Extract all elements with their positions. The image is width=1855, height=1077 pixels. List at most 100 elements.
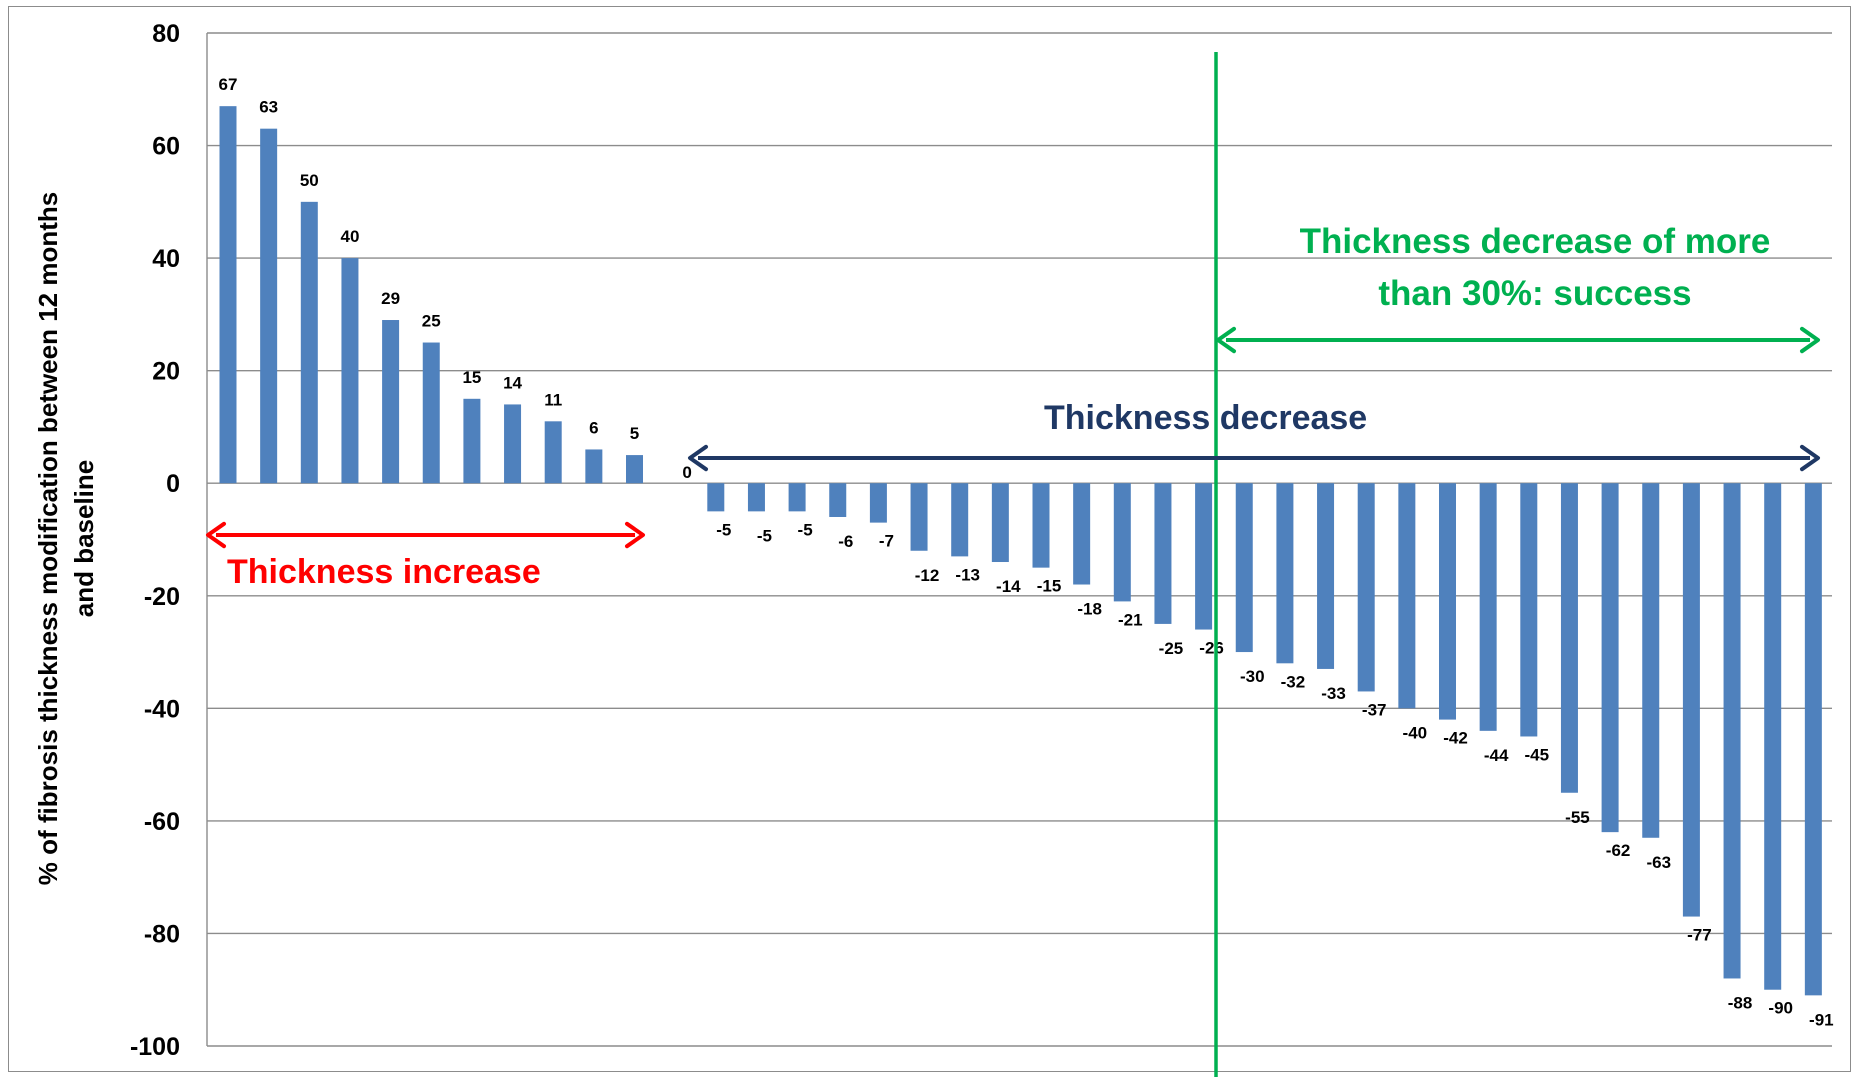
success-label-line-1: Thickness decrease of more: [1299, 222, 1771, 261]
bar: [1479, 483, 1497, 731]
bar: [991, 483, 1009, 563]
y-tick-label: -80: [144, 920, 180, 948]
increase-arrow-head-right: [625, 521, 645, 549]
bar: [1682, 483, 1700, 917]
y-tick-label: 80: [152, 20, 180, 48]
data-label: 29: [381, 289, 400, 308]
bar: [544, 421, 562, 484]
bar: [951, 483, 969, 557]
data-label: -13: [955, 565, 980, 584]
bar: [422, 342, 440, 484]
bar: [1317, 483, 1335, 669]
data-label: 14: [503, 373, 522, 392]
data-label: 0: [682, 463, 691, 482]
data-label: -26: [1199, 639, 1224, 658]
bar: [910, 483, 928, 551]
data-label: -42: [1443, 729, 1468, 748]
data-label: -5: [757, 526, 772, 545]
data-label: -45: [1525, 745, 1550, 764]
data-label: -6: [838, 532, 853, 551]
y-tick-label: 40: [152, 245, 180, 273]
thickness-decrease-label: Thickness decrease: [1044, 399, 1368, 437]
bar: [747, 483, 765, 512]
y-tick-label: -40: [144, 695, 180, 723]
data-label: -63: [1646, 853, 1671, 872]
data-label: -55: [1565, 808, 1590, 827]
bar: [1276, 483, 1294, 664]
bar: [1804, 483, 1822, 996]
data-label: 50: [300, 171, 319, 190]
bar: [1723, 483, 1741, 979]
y-axis-label-line-1: % of fibrosis thickness modification bet…: [33, 191, 63, 886]
bar: [1195, 483, 1213, 630]
data-label: 11: [544, 390, 562, 409]
decrease-arrow-head-right: [1800, 444, 1820, 472]
data-label: -25: [1159, 639, 1184, 658]
bar: [260, 128, 278, 484]
bar: [1032, 483, 1050, 568]
data-label: -18: [1077, 600, 1102, 619]
data-label: 15: [462, 368, 481, 387]
bar: [829, 483, 847, 517]
data-label: 6: [589, 418, 598, 437]
data-label: -90: [1768, 999, 1793, 1018]
bar: [463, 398, 481, 484]
bar: [1764, 483, 1782, 990]
success-label-line-2: than 30%: success: [1378, 274, 1692, 313]
data-label: -21: [1118, 610, 1143, 629]
decrease-arrow-head-left: [688, 444, 708, 472]
bar: [300, 201, 318, 484]
data-label: 67: [219, 75, 238, 94]
bar: [1601, 483, 1619, 833]
data-label: -5: [798, 520, 813, 539]
data-label: -7: [879, 532, 894, 551]
data-label: -5: [716, 520, 731, 539]
data-label: -12: [915, 566, 940, 585]
bar: [1113, 483, 1131, 602]
data-label: -30: [1240, 667, 1265, 686]
bar: [382, 320, 400, 484]
bar: [585, 449, 603, 484]
y-tick-label: -20: [144, 583, 180, 611]
data-label: 40: [340, 227, 359, 246]
y-tick-labels: 80 60 40 20 0 -20 -40 -60 -80 -100: [130, 20, 180, 1061]
success-arrow-head-left: [1216, 326, 1236, 354]
data-label: -44: [1484, 746, 1509, 765]
bar: [1642, 483, 1660, 838]
bar: [788, 483, 806, 512]
thickness-increase-label: Thickness increase: [227, 553, 541, 591]
data-label: -37: [1362, 700, 1387, 719]
data-label: 5: [630, 424, 639, 443]
data-label: -33: [1321, 684, 1346, 703]
bar: [1357, 483, 1375, 692]
y-axis-label-line-2: and baseline: [69, 459, 99, 618]
data-label: -88: [1728, 993, 1753, 1012]
bar: [707, 483, 725, 512]
y-tick-label: 60: [152, 133, 180, 161]
bar: [1560, 483, 1578, 793]
bars: [219, 106, 1822, 996]
data-label: -14: [996, 577, 1021, 596]
success-label: Thickness decrease of more than 30%: suc…: [1270, 216, 1800, 320]
increase-arrow-head-left: [206, 521, 226, 549]
success-arrow-head-right: [1800, 326, 1820, 354]
data-label: -15: [1037, 577, 1062, 596]
data-label: -62: [1606, 841, 1631, 860]
bar: [869, 483, 887, 523]
data-label: 25: [422, 312, 441, 331]
bar: [341, 258, 359, 484]
bar: [1520, 483, 1538, 737]
bar: [219, 106, 237, 484]
y-tick-label: -60: [144, 808, 180, 836]
bar: [1235, 483, 1253, 653]
data-label: -77: [1687, 926, 1712, 945]
y-tick-label: 0: [166, 470, 180, 498]
chart-frame: [8, 6, 1851, 1072]
y-tick-label: -100: [130, 1033, 180, 1061]
bar: [1398, 483, 1416, 709]
bar: [1439, 483, 1456, 720]
bar: [1154, 483, 1172, 624]
annotation-arrows: [206, 52, 1820, 1077]
data-label: -32: [1281, 672, 1306, 691]
